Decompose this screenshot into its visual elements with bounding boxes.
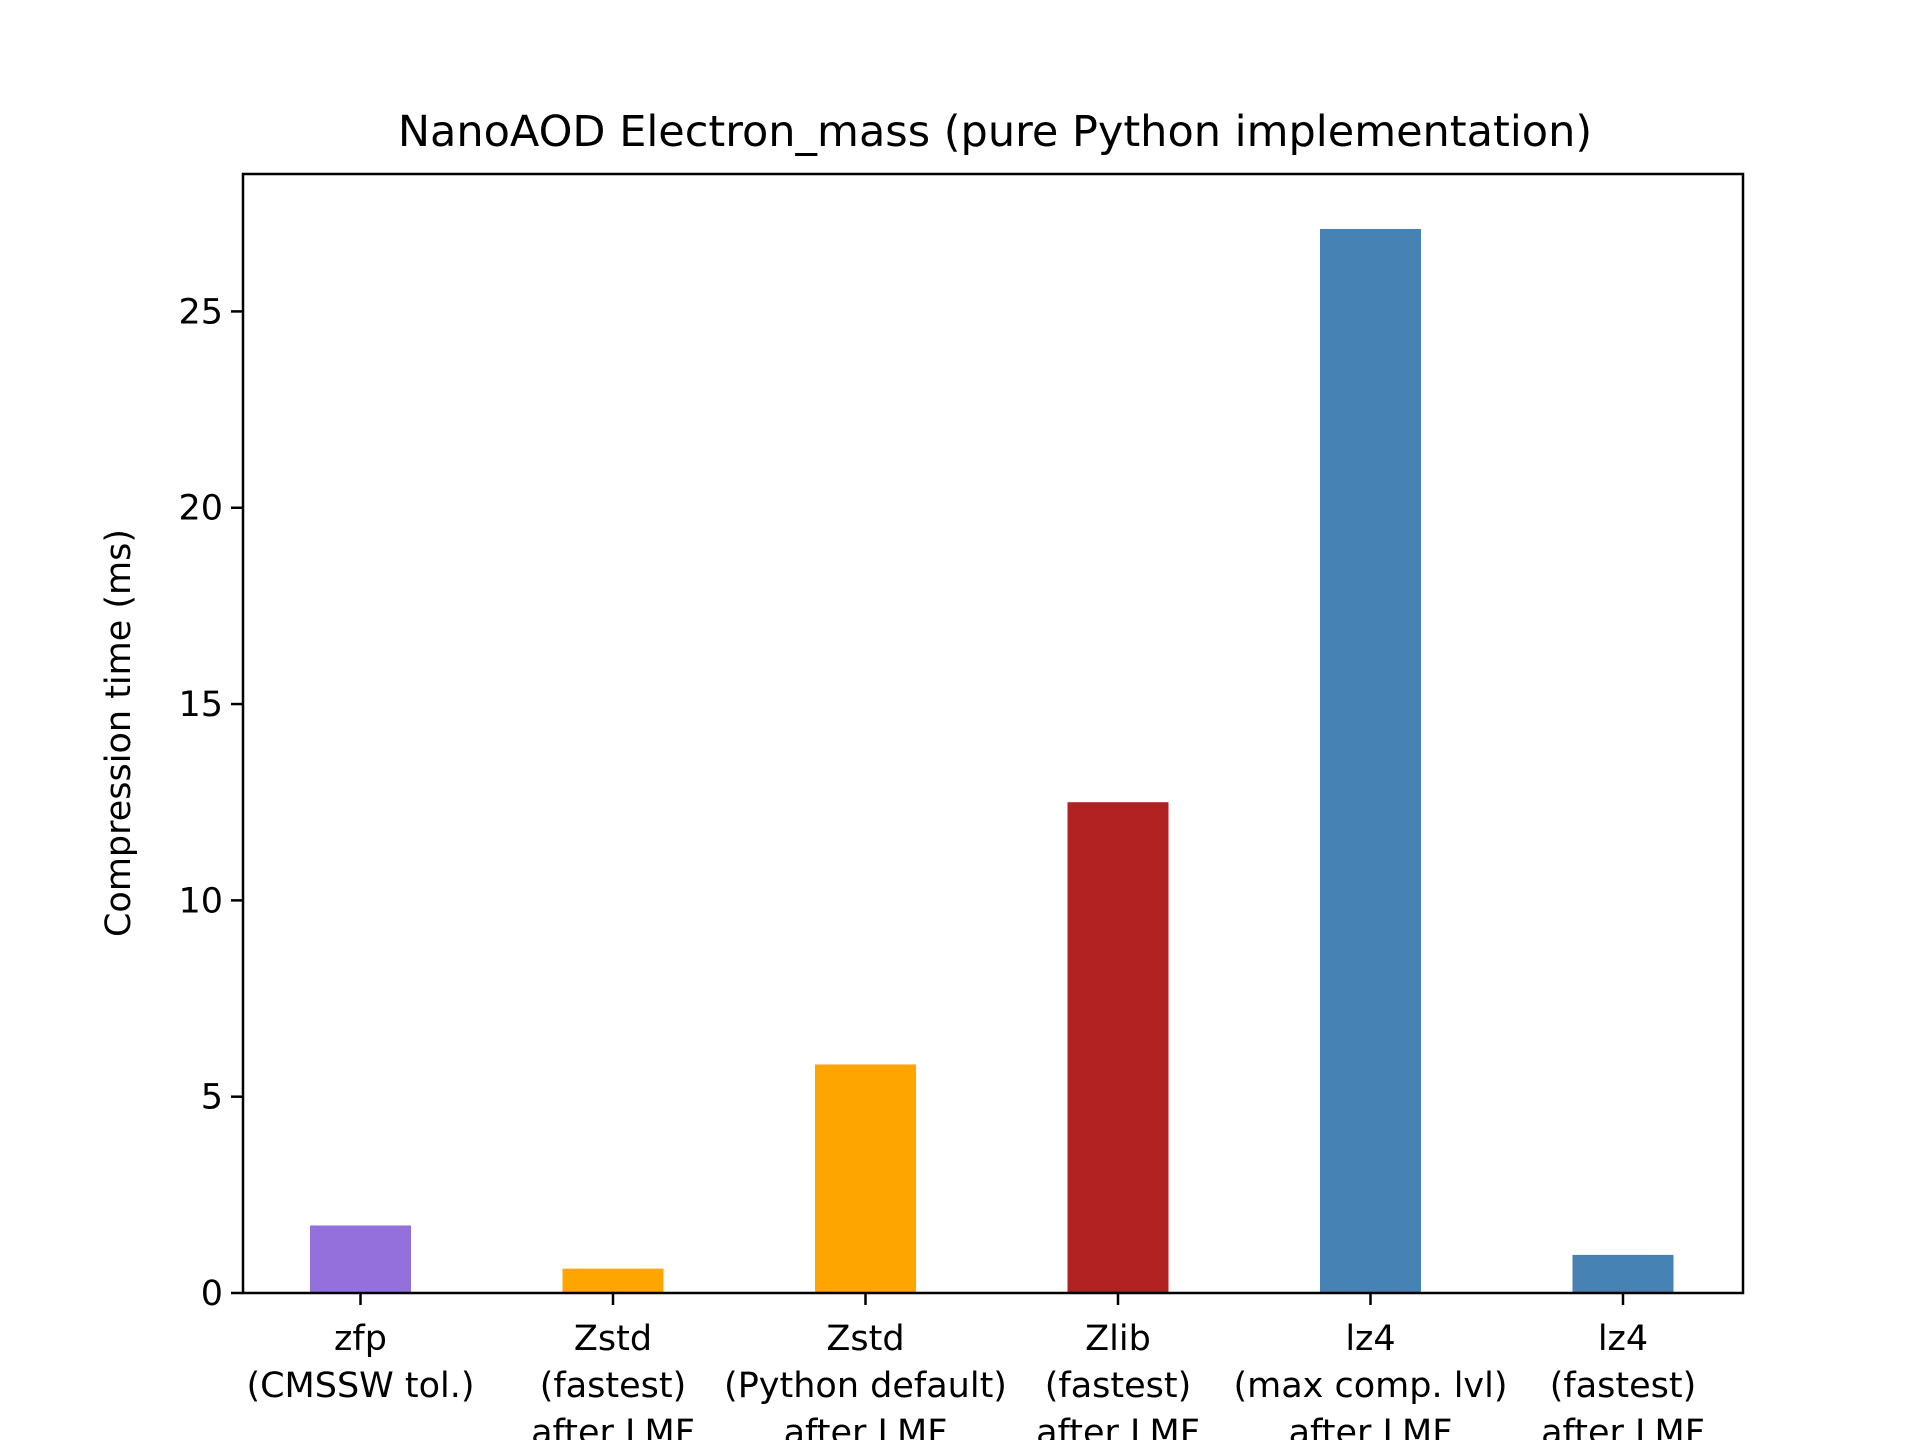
y-axis: 0 5 10 15 20 25 bbox=[178, 292, 243, 1314]
bar-series bbox=[310, 228, 1674, 1294]
y-tick-label: 25 bbox=[178, 292, 223, 332]
y-axis-label: Compression time (ms) bbox=[99, 529, 139, 937]
bar-0 bbox=[310, 1225, 411, 1293]
x-category-label: zfp (CMSSW tol.) bbox=[246, 1319, 474, 1406]
x-axis: zfp (CMSSW tol.) Zstd (fastest) after LMFZst… bbox=[246, 1293, 1705, 1444]
x-category-label: Zstd (Python default) after LMF bbox=[724, 1319, 1007, 1440]
bar-4 bbox=[1320, 228, 1421, 1294]
y-tick-label: 20 bbox=[178, 489, 223, 529]
y-tick-label: 15 bbox=[178, 685, 223, 725]
x-category-label: lz4 (max comp. lvl) after LMF bbox=[1233, 1319, 1507, 1440]
bar-3 bbox=[1067, 802, 1169, 1293]
chart-title: NanoAOD Electron_mass (pure Python imple… bbox=[398, 107, 1592, 157]
y-tick-label: 5 bbox=[201, 1078, 223, 1118]
bar-1 bbox=[562, 1268, 664, 1293]
x-category-label: Zlib (fastest) after LMF bbox=[1036, 1319, 1200, 1440]
plot-frame bbox=[241, 172, 1745, 1295]
bar-2 bbox=[815, 1064, 916, 1293]
x-category-label: lz4 (fastest) after LMF bbox=[1541, 1319, 1705, 1440]
x-category-label: Zstd (fastest) after LMF bbox=[531, 1319, 695, 1440]
y-tick-label: 0 bbox=[201, 1274, 223, 1314]
bar-5 bbox=[1572, 1254, 1674, 1293]
y-tick-label: 10 bbox=[178, 881, 223, 921]
